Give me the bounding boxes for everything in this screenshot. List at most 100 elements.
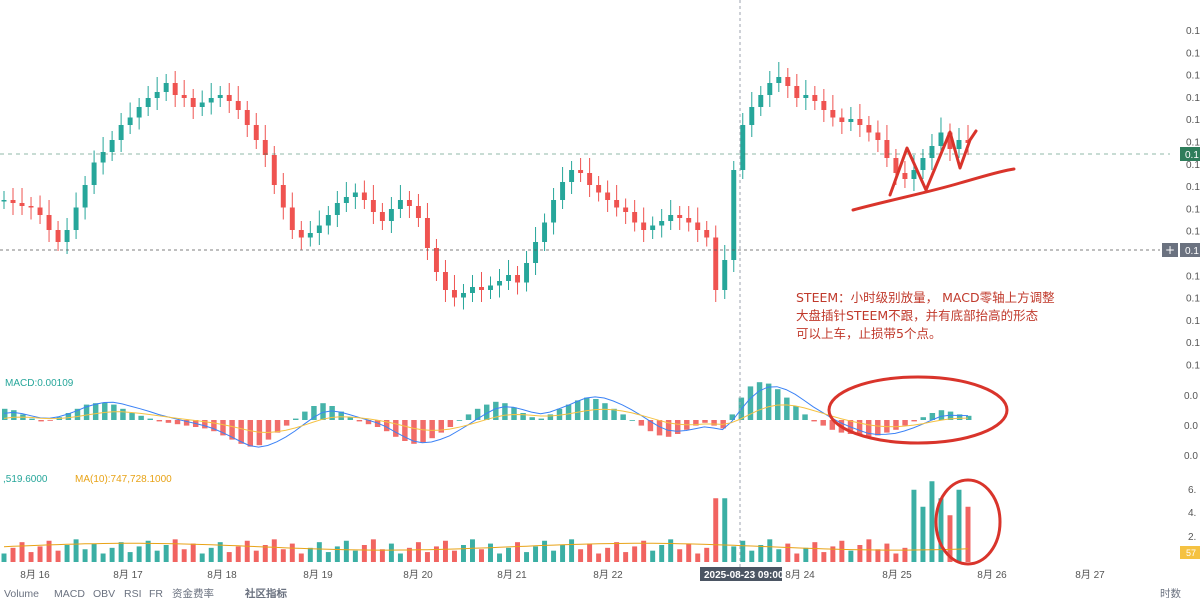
macd-bar [620, 414, 626, 420]
macd-bar [956, 414, 963, 420]
macd-bar [966, 415, 972, 420]
price-axis-label: 0.1 [1186, 182, 1200, 193]
time-axis-label: 8月 18 [207, 569, 237, 581]
volume-bar [262, 545, 268, 562]
macd-bar [229, 420, 235, 440]
candle-body [479, 287, 484, 290]
candle-body [632, 212, 638, 223]
macd-bar [729, 414, 736, 420]
indicator-tab[interactable]: OBV [93, 588, 115, 598]
volume-bar [623, 552, 629, 562]
volume-bar [19, 542, 25, 562]
bottom-right-text[interactable]: 时数 [1160, 587, 1182, 598]
macd-bar [702, 420, 708, 423]
macd-bar [420, 420, 426, 443]
volume-bar [55, 550, 61, 562]
volume-bar [253, 550, 259, 562]
volume-bar [722, 498, 728, 562]
candle-body [253, 125, 259, 140]
volume-ma10-label: MA(10):747,728.1000 [75, 474, 172, 485]
volume-bar [46, 540, 52, 562]
indicator-tab[interactable]: FR [149, 588, 163, 598]
volume-bar [965, 506, 971, 562]
time-axis-label: 8月 19 [303, 569, 333, 581]
candle-body [767, 83, 773, 95]
volume-bar [10, 547, 16, 562]
macd-bar [911, 420, 917, 422]
candle-body [82, 185, 88, 208]
volume-bar [929, 481, 935, 562]
candle-body [569, 170, 575, 182]
macd-bar [638, 420, 645, 426]
indicator-tab[interactable]: MACD [54, 588, 85, 598]
macd-bar [647, 420, 654, 432]
macd-bar [74, 408, 81, 420]
candle-body [109, 140, 115, 152]
time-axis-label: 8月 27 [1075, 569, 1105, 581]
macd-bar [38, 420, 44, 422]
volume-bar [82, 549, 88, 562]
volume-bar [758, 545, 764, 562]
candle-body [10, 200, 16, 203]
candle-body [506, 275, 512, 281]
candle-body [902, 173, 908, 179]
macd-axis-label: 0.0 [1184, 421, 1198, 432]
volume-bar [289, 543, 295, 562]
candle-body [893, 158, 899, 173]
price-tag-crosshair: + 0.1 [1162, 243, 1200, 257]
macd-bar [347, 417, 354, 420]
candle-body [776, 77, 782, 83]
candle-body [740, 125, 746, 170]
candle-body [785, 77, 791, 86]
volume-bar [316, 542, 322, 562]
candle-body [100, 152, 106, 163]
candle-body [217, 95, 223, 98]
candle-body [370, 200, 376, 212]
candle-body [289, 207, 295, 230]
volume-bar [451, 550, 457, 562]
price-axis-label: 0.1 [1186, 361, 1200, 372]
time-axis-label: 8月 21 [497, 569, 527, 581]
candle-body [226, 95, 232, 101]
volume-bar [911, 489, 917, 562]
volume-bar [352, 550, 358, 562]
candle-body [578, 170, 584, 173]
price-axis-label: 0.1 [1186, 294, 1200, 305]
candle-body [938, 132, 944, 146]
volume-bar [956, 489, 962, 562]
volume-bar [361, 545, 367, 562]
time-axis: 8月 16 8月 17 8月 18 8月 19 8月 20 8月 21 8月 22 8月 24… [20, 569, 1105, 581]
volume-bar [181, 549, 187, 562]
volume-bar [767, 539, 773, 562]
volume-bar [551, 550, 557, 562]
macd-bar [802, 414, 808, 420]
volume-bar [515, 542, 521, 562]
macd-bar [92, 403, 99, 420]
crosshair-time-text: 2025-08-23 09:00 [704, 570, 784, 581]
volume-bar [145, 540, 151, 562]
volume-bar [199, 553, 205, 562]
volume-bar [938, 498, 944, 562]
indicator-tab[interactable]: RSI [124, 588, 142, 598]
volume-bar [127, 552, 133, 562]
plus-icon[interactable]: + [1165, 243, 1175, 257]
indicator-tab[interactable]: 资金费率 [172, 587, 214, 598]
candle-body [614, 200, 620, 208]
time-axis-label: 8月 25 [882, 569, 912, 581]
price-axis-label: 0.1 [1186, 93, 1200, 104]
candle-body [1, 200, 7, 202]
macd-dea-line [3, 404, 969, 434]
volume-bar [524, 552, 530, 562]
candle-body [722, 260, 728, 290]
macd-bar [520, 413, 526, 420]
candle-body [875, 132, 881, 140]
volume-bar [370, 539, 376, 562]
candle-body [91, 162, 97, 185]
indicator-tab[interactable]: 社区指标 [244, 587, 287, 598]
macd-bar [393, 420, 399, 437]
volume-bar [325, 552, 331, 562]
volume-bar [812, 542, 818, 562]
indicator-tab[interactable]: Volume [4, 588, 39, 598]
macd-bar [11, 410, 17, 420]
